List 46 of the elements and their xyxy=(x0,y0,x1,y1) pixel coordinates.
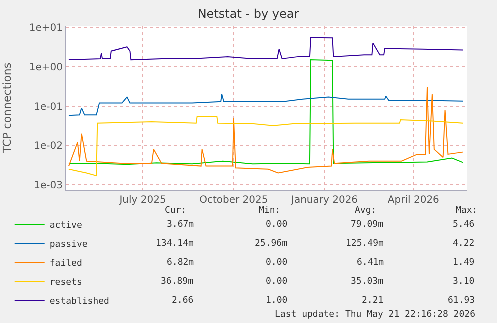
line-series xyxy=(68,60,464,166)
text: 79.09m xyxy=(351,220,384,230)
text: Avg: xyxy=(355,206,377,216)
x-tick-label: January 2026 xyxy=(290,195,358,206)
text: Min: xyxy=(259,206,281,216)
y-tick-label: 1e+01 xyxy=(29,23,63,34)
text: 6.41m xyxy=(357,258,384,268)
text: Max: xyxy=(456,206,478,216)
text: Last update: Thu May 21 22:16:28 2026 xyxy=(275,310,476,320)
x-tick-label: April 2026 xyxy=(388,195,440,206)
text: 3.67m xyxy=(167,220,194,230)
x-tick-label: October 2025 xyxy=(200,195,268,206)
legend-label: active xyxy=(50,221,82,232)
text: 125.49m xyxy=(346,239,384,249)
text: 36.89m xyxy=(161,277,194,287)
legend-label: resets xyxy=(50,278,82,288)
text: 3.10 xyxy=(453,277,475,287)
text: 25.96m xyxy=(255,239,288,249)
text: 134.14m xyxy=(156,239,194,249)
x-tick-label: July 2025 xyxy=(118,195,166,206)
line-series xyxy=(68,87,464,174)
line-series xyxy=(68,116,464,177)
legend-label: passive xyxy=(50,240,88,250)
text: 6.82m xyxy=(167,258,194,268)
text: 1.49 xyxy=(453,258,475,268)
text: 0.00 xyxy=(266,277,288,287)
y-tick-label: 1e-03 xyxy=(34,180,63,192)
text: 61.93 xyxy=(448,296,476,306)
text: 0.00 xyxy=(266,220,288,230)
text: 0.00 xyxy=(266,258,288,268)
legend-label: established xyxy=(50,297,110,308)
y-tick-label: 1e+00 xyxy=(29,62,63,74)
text: 2.21 xyxy=(362,296,384,306)
text: 1.00 xyxy=(266,296,288,306)
y-tick-label: 1e-02 xyxy=(34,141,63,152)
line-series xyxy=(68,94,464,116)
text: 35.03m xyxy=(351,277,384,287)
y-axis-title: TCP connections xyxy=(1,62,14,154)
line-series xyxy=(68,37,464,61)
text: Cur: xyxy=(165,206,187,216)
y-tick-label: 1e-01 xyxy=(34,102,63,113)
legend-label: failed xyxy=(50,259,82,270)
text: 2.66 xyxy=(172,296,194,306)
text: 4.22 xyxy=(453,239,475,249)
chart-title: Netstat - by year xyxy=(198,7,300,22)
text: 5.46 xyxy=(453,220,475,230)
